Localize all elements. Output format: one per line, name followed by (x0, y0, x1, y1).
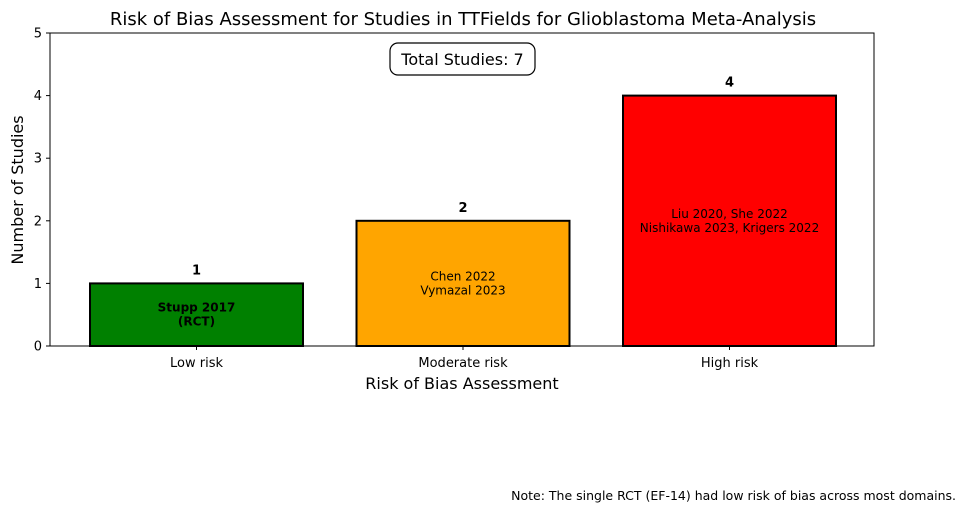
y-tick-label: 1 (34, 277, 42, 292)
bar-study-label: Chen 2022 (430, 269, 495, 283)
x-tick-label: Low risk (170, 356, 223, 371)
y-tick-label: 0 (34, 340, 42, 355)
bar-value-label: 1 (192, 263, 201, 278)
bars-group (89, 94, 837, 347)
y-axis: 0 1 2 3 4 5 (34, 27, 50, 355)
x-axis: Low risk Moderate risk High risk (170, 346, 759, 371)
x-axis-label: Risk of Bias Assessment (365, 374, 558, 393)
bar-high-risk (622, 94, 837, 347)
footnote: Note: The single RCT (EF-14) had low ris… (511, 488, 956, 503)
bar-study-label: Liu 2020, She 2022 (671, 207, 788, 221)
total-studies-label: Total Studies: 7 (400, 50, 523, 69)
x-tick-label: Moderate risk (418, 356, 508, 371)
bar-study-label: (RCT) (178, 315, 215, 329)
y-axis-label: Number of Studies (8, 115, 27, 264)
bar-study-label: Stupp 2017 (158, 301, 236, 315)
bar-low-risk (89, 282, 304, 347)
y-tick-label: 4 (34, 89, 42, 104)
y-tick-label: 5 (34, 27, 42, 42)
bar-value-label: 2 (458, 201, 467, 216)
total-studies-box: Total Studies: 7 (389, 42, 536, 76)
chart-title: Risk of Bias Assessment for Studies in T… (110, 9, 816, 30)
bar-value-label: 4 (725, 76, 734, 91)
bar-moderate-risk (355, 219, 571, 347)
x-tick-label: High risk (701, 356, 759, 371)
y-tick-label: 3 (34, 152, 42, 167)
bar-study-label: Nishikawa 2023, Krigers 2022 (640, 221, 819, 235)
bar-study-label: Vymazal 2023 (420, 283, 505, 297)
y-tick-label: 2 (34, 214, 42, 229)
